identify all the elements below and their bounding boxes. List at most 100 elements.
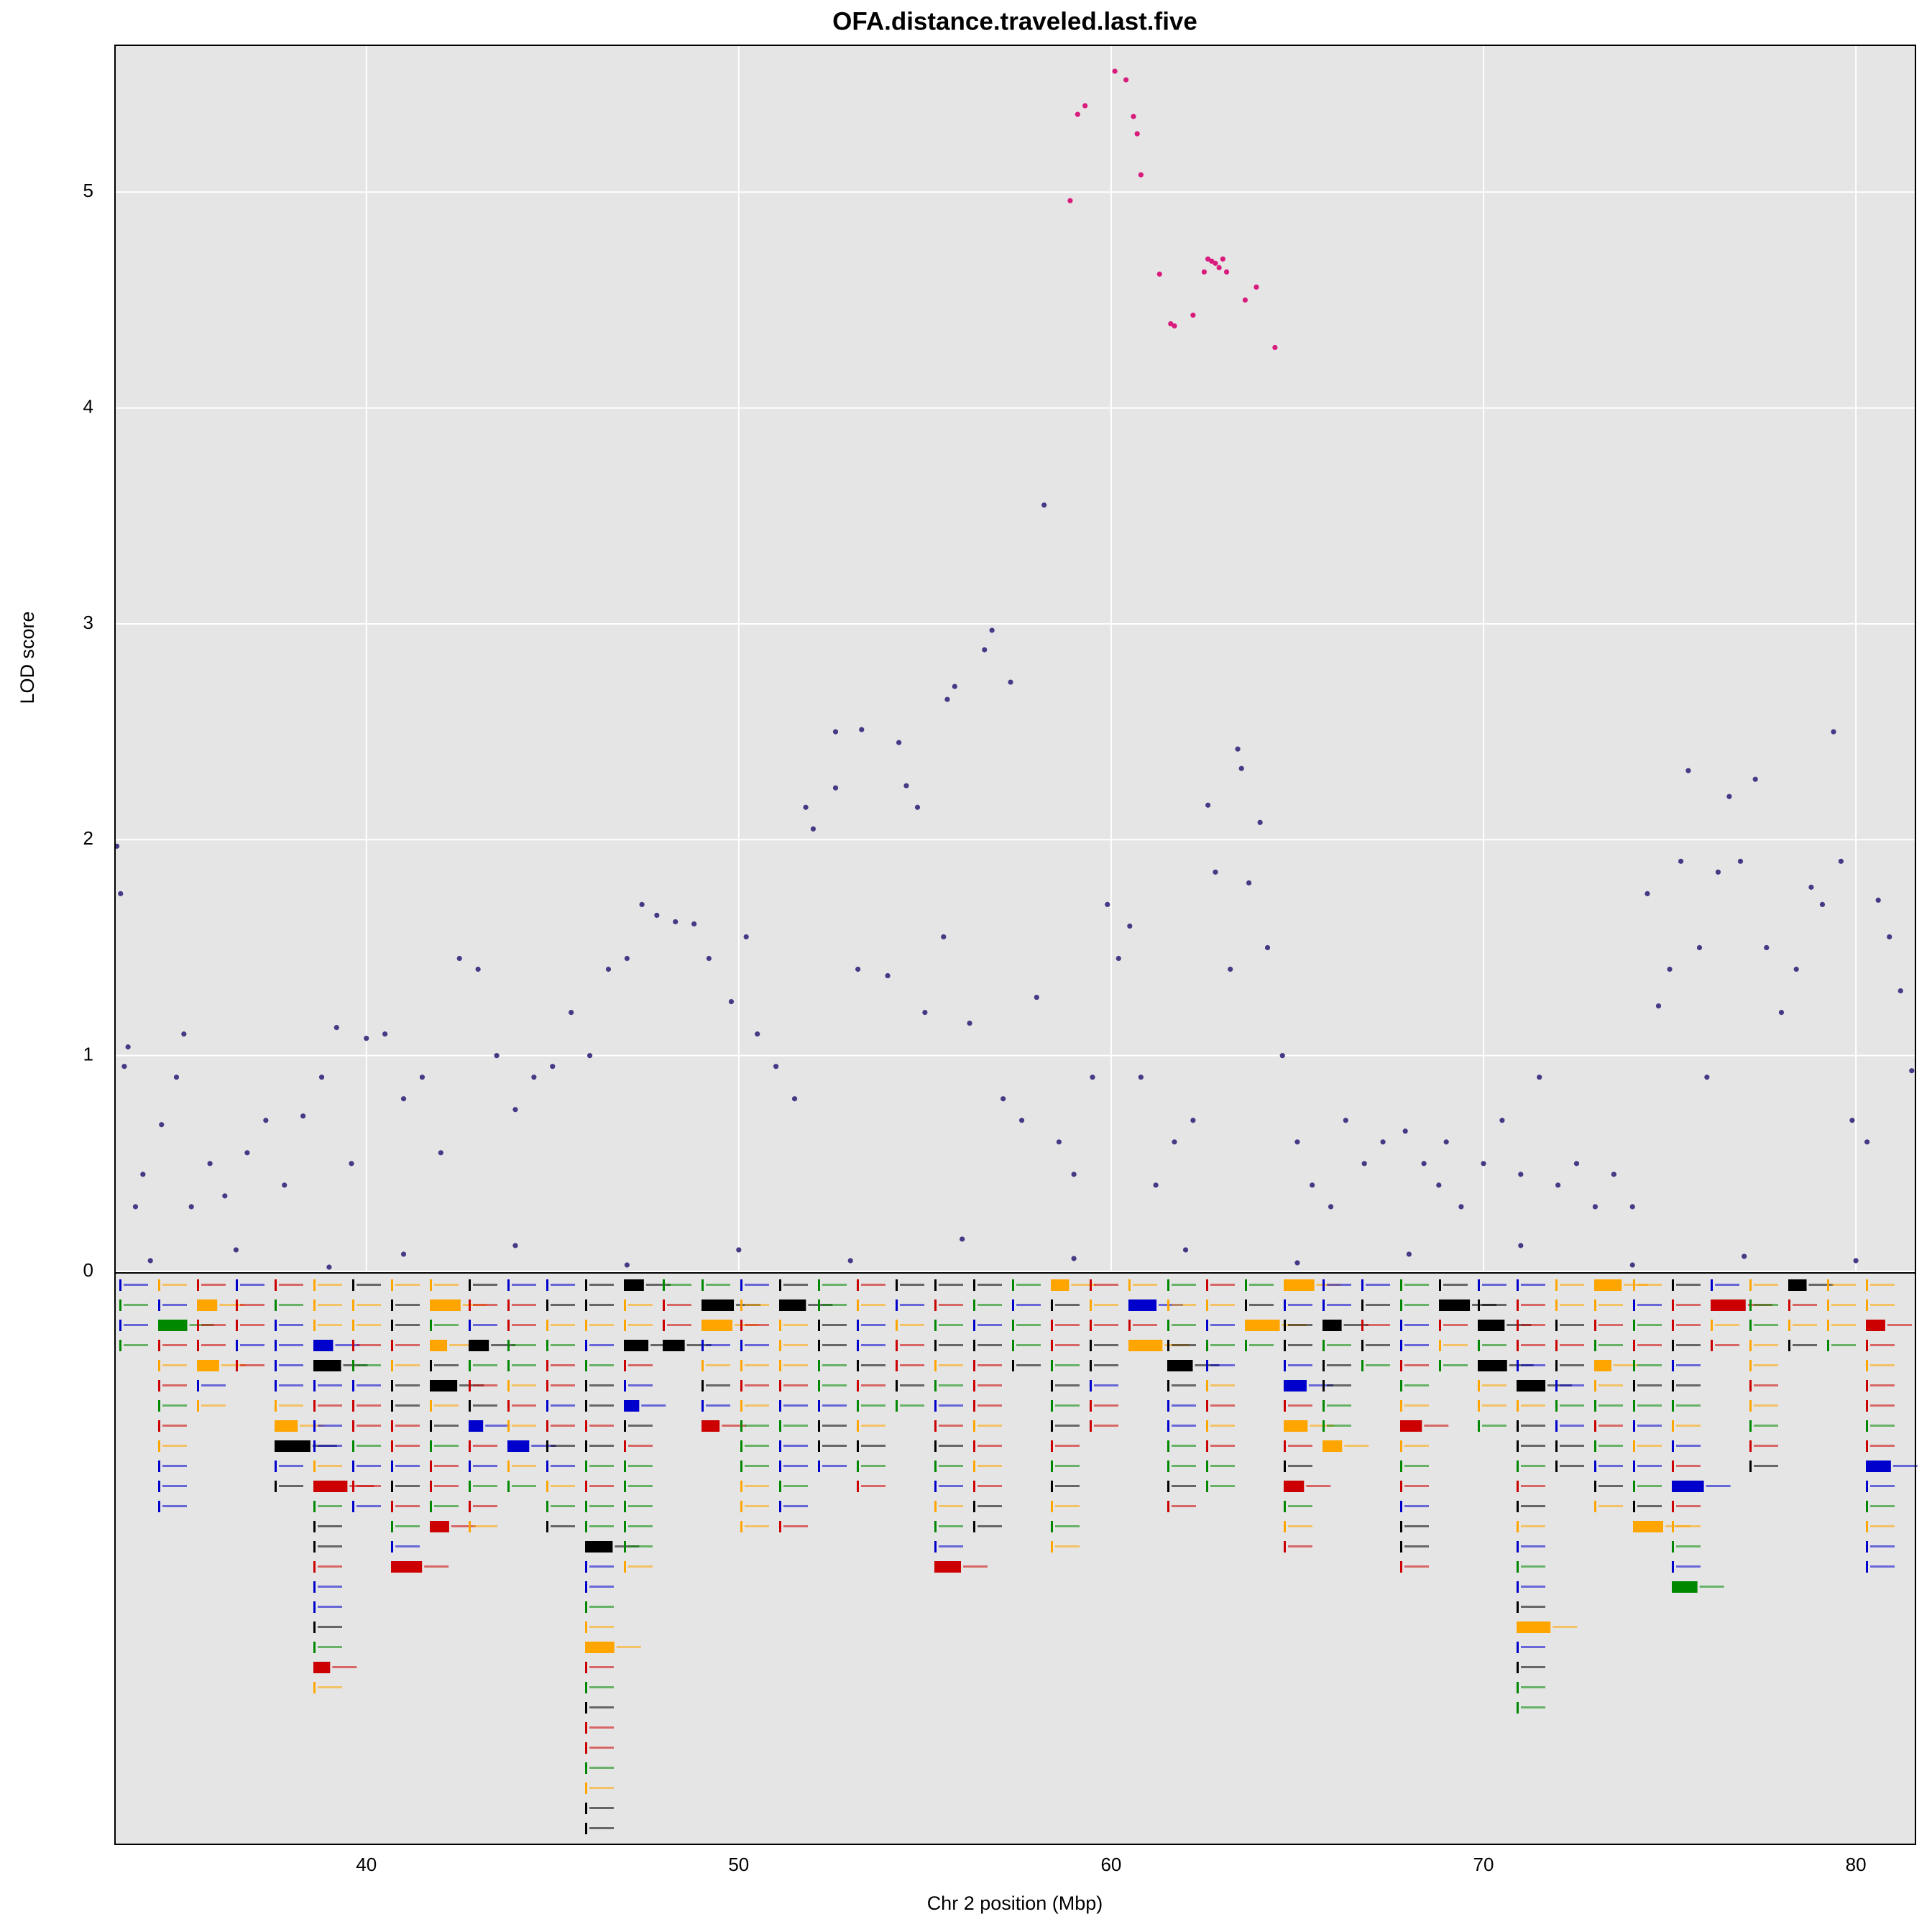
gene-mark: [313, 1440, 316, 1452]
gene-label: [1172, 1404, 1196, 1407]
gene-mark: [430, 1400, 432, 1412]
gene-mark: [275, 1380, 277, 1392]
gene-mark: [1633, 1460, 1635, 1472]
gene-mark: [546, 1420, 548, 1432]
gene-mark: [1517, 1279, 1519, 1291]
gene-mark: [313, 1622, 316, 1633]
gene-mark: [1400, 1541, 1402, 1552]
gene-mark: [352, 1380, 354, 1392]
gene-label: [219, 1304, 244, 1306]
gene-mark: [1439, 1340, 1441, 1351]
gene-label: [1637, 1404, 1662, 1407]
gene-mark: [1167, 1481, 1169, 1492]
gene-label: [512, 1485, 536, 1487]
gene-mark: [1517, 1340, 1519, 1351]
gene-label: [1754, 1465, 1778, 1467]
gene-label: [1831, 1284, 1856, 1286]
gene-label: [1676, 1284, 1701, 1286]
gene-mark: [585, 1581, 587, 1593]
gene-label: [900, 1404, 924, 1407]
gene-mark: [1672, 1360, 1674, 1371]
point: [1041, 502, 1047, 508]
point: [691, 921, 697, 927]
gene-mark: [469, 1460, 471, 1472]
gene-label: [1172, 1284, 1196, 1286]
gene-mark: [585, 1521, 587, 1532]
gene-label: [1598, 1465, 1623, 1467]
gene-label: [939, 1344, 963, 1346]
gene-label: [162, 1284, 187, 1286]
gene-label: [473, 1404, 497, 1407]
gene-mark: [973, 1501, 975, 1512]
gene-mark: [1245, 1279, 1247, 1291]
gene-label: [395, 1344, 420, 1346]
gene-mark: [1245, 1300, 1247, 1311]
point: [1172, 323, 1177, 329]
gene-label: [1598, 1505, 1623, 1507]
gene-mark: [1167, 1320, 1169, 1331]
gene-label: [1831, 1344, 1856, 1346]
gene-mark: [1749, 1340, 1752, 1351]
gene-mark: [702, 1420, 720, 1432]
point: [1704, 1075, 1710, 1080]
gene-mark: [158, 1420, 160, 1432]
gene-label: [978, 1404, 1002, 1407]
gene-mark: [779, 1501, 781, 1512]
gene-mark: [818, 1460, 820, 1472]
point: [1254, 284, 1259, 290]
gene-label: [900, 1284, 924, 1286]
point: [1190, 312, 1196, 318]
gene-mark: [1594, 1300, 1596, 1311]
point: [743, 934, 749, 940]
gene-label: [551, 1284, 575, 1286]
point: [1742, 1254, 1747, 1259]
gene-mark: [973, 1380, 975, 1392]
gene-mark: [1749, 1360, 1752, 1371]
gene-mark: [1206, 1481, 1208, 1492]
gene-mark: [1322, 1380, 1325, 1392]
gene-label: [491, 1344, 516, 1346]
gene-label: [939, 1485, 963, 1487]
gene-label: [1172, 1505, 1196, 1507]
y-tick-label: 1: [83, 1044, 93, 1065]
gene-label: [1482, 1284, 1506, 1286]
gene-mark: [313, 1682, 316, 1693]
gene-label: [512, 1465, 536, 1467]
gene-label: [395, 1324, 420, 1326]
gene-mark: [1517, 1440, 1519, 1452]
point: [1105, 901, 1110, 908]
gene-mark: [1672, 1460, 1674, 1472]
gene-label: [551, 1465, 575, 1467]
gene-label: [1754, 1344, 1778, 1346]
gene-mark: [585, 1420, 587, 1432]
gene-mark: [391, 1360, 393, 1371]
gene-label: [1055, 1324, 1080, 1326]
gene-mark: [1555, 1380, 1558, 1392]
gene-mark: [624, 1420, 626, 1432]
gene-mark: [1051, 1380, 1053, 1392]
gene-mark: [1051, 1541, 1053, 1552]
gene-label: [279, 1324, 303, 1326]
gene-mark: [1439, 1300, 1471, 1311]
gene-mark: [663, 1340, 685, 1351]
gene-label: [628, 1565, 653, 1568]
gene-label: [1133, 1324, 1157, 1326]
gene-label: [1676, 1445, 1701, 1447]
gene-label: [1094, 1304, 1118, 1306]
gene-label: [1870, 1304, 1895, 1306]
gene-label: [473, 1505, 497, 1507]
point: [1752, 776, 1758, 782]
gene-label: [300, 1425, 325, 1427]
gene-label: [589, 1465, 614, 1467]
gene-label: [551, 1344, 575, 1346]
gene-mark: [1633, 1360, 1635, 1371]
gene-mark: [934, 1400, 937, 1412]
gene-label: [978, 1344, 1002, 1346]
gene-label: [1521, 1525, 1545, 1527]
gene-label: [1404, 1404, 1429, 1407]
gene-label: [1288, 1404, 1312, 1407]
gene-label: [1094, 1324, 1118, 1326]
gene-label: [551, 1384, 575, 1386]
gene-label: [395, 1465, 420, 1467]
gene-mark: [1827, 1320, 1829, 1331]
